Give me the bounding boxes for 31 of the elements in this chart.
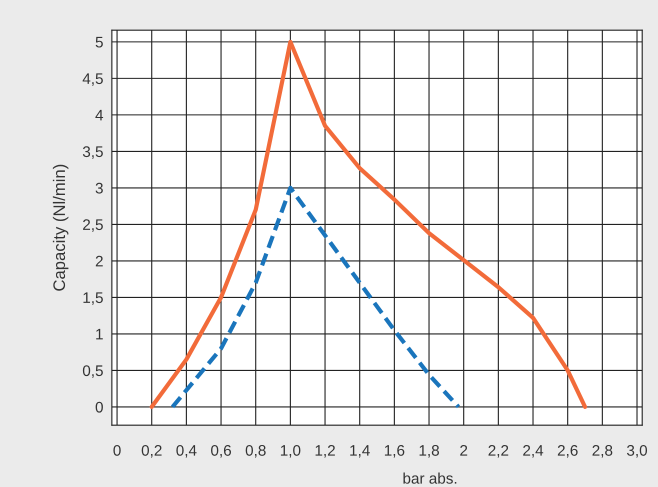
line-series	[170, 186, 461, 409]
x-axis-title: bar abs.	[403, 472, 456, 484]
x-tick-label: 0,6	[211, 445, 231, 458]
y-tick-label: 0	[96, 402, 103, 413]
x-tick-label: 0,4	[176, 445, 197, 458]
x-tick-label: 2,4	[523, 445, 544, 458]
x-tick-label: 2,6	[558, 445, 578, 458]
y-tick-label: 0,5	[82, 365, 103, 378]
y-tick-label: 2	[96, 256, 103, 266]
y-tick-label: 4	[95, 110, 104, 120]
x-tick-label: 3,0	[626, 445, 648, 458]
x-tick-label: 1,2	[316, 445, 335, 458]
y-axis-title: Capacity (Nl/min)	[52, 164, 68, 291]
x-tick-label: 1,0	[280, 445, 300, 458]
y-tick-label: 3	[96, 182, 103, 194]
x-tick-label: 1,6	[384, 445, 404, 458]
x-tick-label: 1,4	[350, 445, 370, 458]
x-tick-label: 0,2	[142, 445, 162, 458]
y-tick-label: 4,5	[82, 73, 103, 86]
y-tick-label: 3,5	[82, 146, 103, 159]
x-tick-label: 2,2	[488, 445, 508, 458]
x-tick-label: 2,8	[592, 445, 612, 458]
x-tick-label: 2	[460, 445, 468, 456]
y-tick-label: 1	[96, 328, 103, 340]
y-tick-label: 1,5	[83, 292, 103, 305]
line-series	[150, 40, 588, 409]
y-tick-label: 5	[96, 36, 103, 48]
y-tick-label: 2,5	[83, 219, 103, 232]
x-tick-label: 0,8	[246, 445, 266, 458]
x-tick-label: 0	[113, 445, 121, 456]
x-tick-label: 1,8	[420, 445, 439, 458]
